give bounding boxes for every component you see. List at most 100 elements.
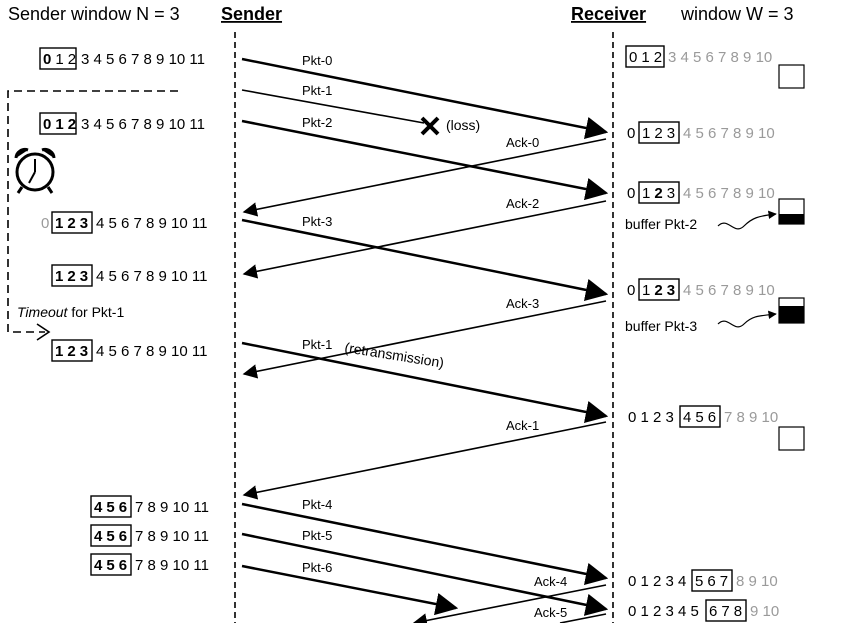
window-seq: 3 xyxy=(80,268,88,285)
buffer-pkt3-squiggle xyxy=(717,310,777,328)
received-seq: 0 1 2 3 xyxy=(628,409,674,426)
window-seq: 2 xyxy=(654,282,662,299)
buffer-pkt3-label: buffer Pkt-3 xyxy=(625,318,697,334)
receiver-window-box xyxy=(691,569,733,592)
window-seq: 5 xyxy=(695,409,703,426)
receiver-window-box xyxy=(679,405,721,428)
ack0-label: Ack-0 xyxy=(506,135,539,150)
window-seq: 2 xyxy=(654,49,662,66)
pkt3-label: Pkt-3 xyxy=(302,214,332,229)
pkt4-arrow xyxy=(241,502,609,585)
svg-text:123: 123 xyxy=(55,343,88,360)
acked-seq: 0 xyxy=(41,215,49,232)
sequence-rest: 3 4 5 6 7 8 9 10 xyxy=(668,49,772,66)
window-seq: 1 xyxy=(55,268,63,285)
window-seq: 1 xyxy=(55,343,63,360)
sequence-rest: 4 5 6 7 8 9 10 xyxy=(683,185,775,202)
svg-text:012: 012 xyxy=(629,49,662,66)
buffer-empty-indicator xyxy=(778,64,805,89)
received-seq: 0 1 2 3 4 xyxy=(628,573,686,590)
pkt4-label: Pkt-4 xyxy=(302,497,332,512)
svg-text:678: 678 xyxy=(709,603,742,620)
pkt2-label: Pkt-2 xyxy=(302,115,332,130)
sender-window-box xyxy=(90,524,132,547)
sequence-rest: 4 5 6 7 8 9 10 xyxy=(683,125,775,142)
buffer-empty-indicator xyxy=(778,426,805,451)
receiver-window-box xyxy=(638,121,680,144)
sender-window-box xyxy=(51,264,93,287)
ack4-label: Ack-4 xyxy=(534,574,567,589)
sender-window-header: Sender window N = 3 xyxy=(8,4,180,24)
sequence-rest: 9 10 xyxy=(750,603,779,620)
window-seq: 2 xyxy=(654,185,662,202)
svg-text:567: 567 xyxy=(695,573,728,590)
ack3-arrow xyxy=(242,300,607,379)
sequence-rest: 3 4 5 6 7 8 9 10 11 xyxy=(81,51,205,68)
ack4-arrow xyxy=(412,584,607,623)
ack3-label: Ack-3 xyxy=(506,296,539,311)
window-seq: 1 xyxy=(55,215,63,232)
pkt1-label: Pkt-1 xyxy=(302,83,332,98)
ack1-arrow xyxy=(242,421,607,500)
buffer-pkt2-label: buffer Pkt-2 xyxy=(625,216,697,232)
cross-icon xyxy=(420,116,440,136)
svg-text:456: 456 xyxy=(94,499,127,516)
buffer-pkt2-squiggle xyxy=(717,210,777,230)
pkt6-arrow xyxy=(241,564,459,616)
receiver-window-box xyxy=(638,278,680,301)
pkt2-arrow xyxy=(241,119,609,201)
window-seq: 1 xyxy=(642,185,650,202)
sequence-rest: 7 8 9 10 xyxy=(724,409,778,426)
window-seq: 2 xyxy=(68,116,76,133)
loss-label: (loss) xyxy=(446,117,480,133)
window-seq: 6 xyxy=(708,409,716,426)
sequence-rest: 4 5 6 7 8 9 10 xyxy=(683,282,775,299)
pkt1-retx-label: Pkt-1 xyxy=(302,337,332,352)
window-seq: 3 xyxy=(80,215,88,232)
window-seq: 1 xyxy=(641,49,649,66)
sequence-rest: 7 8 9 10 11 xyxy=(135,499,209,516)
pkt5-arrow xyxy=(241,532,609,616)
sequence-rest: 7 8 9 10 11 xyxy=(135,557,209,574)
window-seq: 1 xyxy=(642,125,650,142)
pkt0-arrow xyxy=(241,57,609,140)
timeout-arrowhead xyxy=(36,323,51,341)
ack0-arrow xyxy=(242,138,607,217)
window-seq: 2 xyxy=(654,125,662,142)
sequence-rest: 7 8 9 10 11 xyxy=(135,528,209,545)
window-seq: 5 xyxy=(695,573,703,590)
sender-window-box xyxy=(90,495,132,518)
svg-text:123: 123 xyxy=(55,268,88,285)
sequence-rest: 3 4 5 6 7 8 9 10 11 xyxy=(81,116,205,133)
svg-text:456: 456 xyxy=(683,409,716,426)
svg-text:123: 123 xyxy=(642,125,675,142)
window-seq: 6 xyxy=(709,603,717,620)
receiver-window-box xyxy=(638,181,680,204)
pkt1-arrow xyxy=(241,89,425,124)
window-seq: 7 xyxy=(721,603,729,620)
window-seq: 8 xyxy=(734,603,742,620)
window-seq: 2 xyxy=(67,268,75,285)
window-seq: 2 xyxy=(67,215,75,232)
window-seq: 5 xyxy=(106,557,114,574)
timeout-label: Timeout for Pkt-1 xyxy=(17,304,124,320)
window-seq: 1 xyxy=(642,282,650,299)
svg-text:456: 456 xyxy=(94,557,127,574)
buffer-two-indicator xyxy=(778,297,805,324)
sender-window-box xyxy=(51,211,93,234)
sequence-rest: 4 5 6 7 8 9 10 11 xyxy=(96,343,207,360)
window-seq: 4 xyxy=(94,528,103,545)
window-seq: 6 xyxy=(707,573,715,590)
window-seq: 4 xyxy=(94,499,103,516)
window-seq: 3 xyxy=(667,282,675,299)
